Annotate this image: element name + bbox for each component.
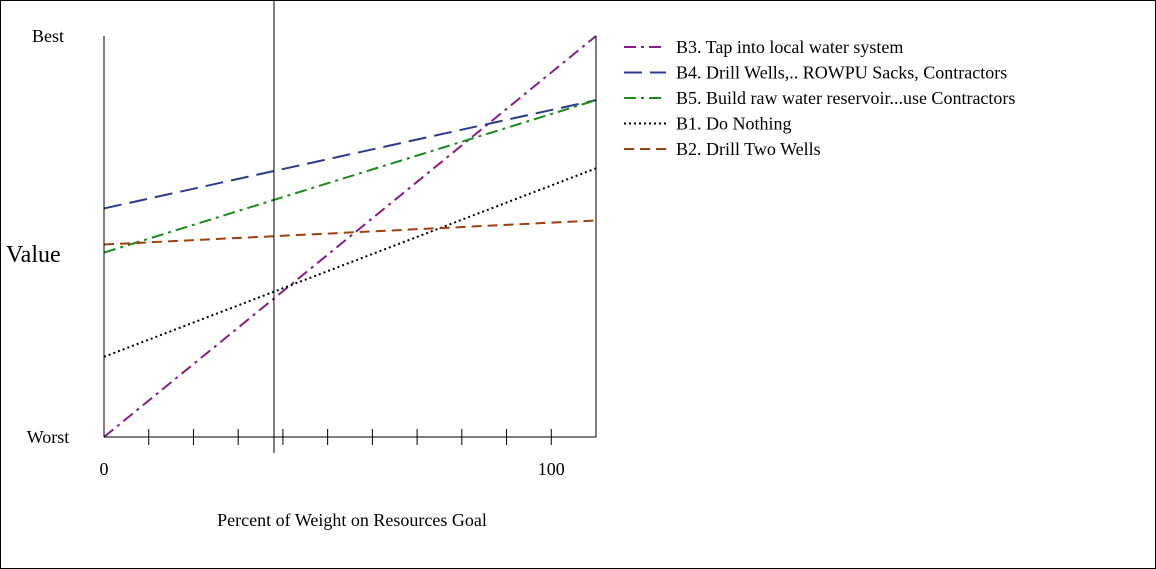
series-line-1: [103, 35, 597, 438]
legend: B3. Tap into local water system B4. Drill…: [624, 37, 1015, 159]
x-tick-label: 100: [538, 459, 565, 479]
legend-label: B2. Drill Two Wells: [676, 139, 821, 159]
y-axis-label: Value: [6, 242, 61, 268]
legend-label: B1. Do Nothing: [676, 114, 792, 134]
x-axis-label: Percent of Weight on Resources Goal: [217, 510, 487, 530]
y-tick-label: Best: [32, 26, 64, 46]
series-line-2: [103, 99, 597, 210]
x-tick-label: 0: [100, 459, 109, 479]
labels: 0 100 Best Worst Percent of Weight on Resour…: [6, 26, 565, 530]
legend-label: B5. Build raw water reservoir...use Cont…: [676, 88, 1015, 108]
legend-label: B4. Drill Wells,.. ROWPU Sacks, Contract…: [676, 63, 1007, 83]
y-tick-label: Worst: [27, 427, 70, 447]
legend-label: B3. Tap into local water system: [676, 37, 903, 57]
series-line-5: [103, 219, 597, 246]
series-lines: [103, 35, 597, 438]
series-line-3: [103, 99, 597, 254]
series-line-4: [103, 167, 597, 358]
axes: [103, 0, 597, 453]
